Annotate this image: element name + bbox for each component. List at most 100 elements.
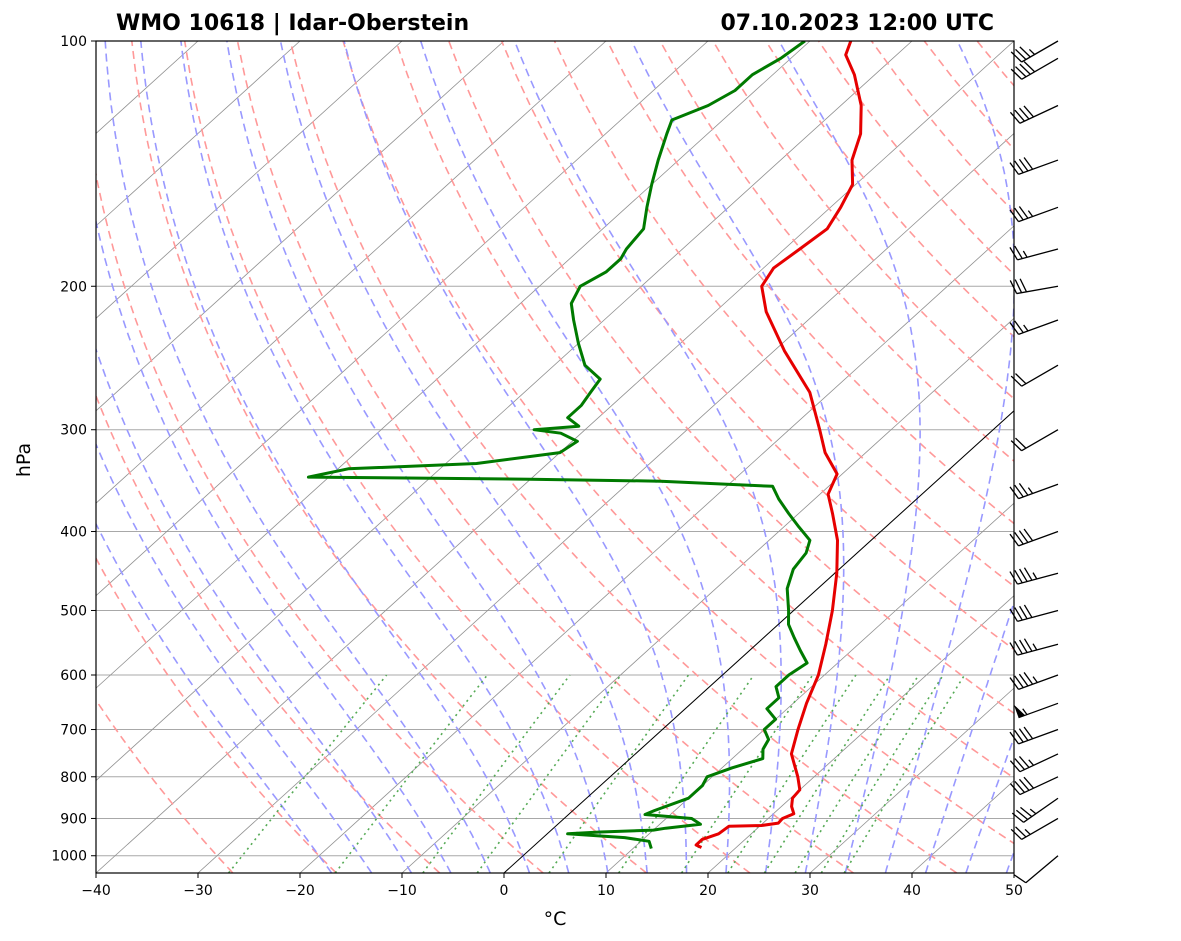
wind-barb	[1009, 278, 1059, 295]
wind-barb	[1009, 245, 1059, 261]
dry-adiabat	[96, 170, 544, 873]
dry-adiabat	[236, 41, 854, 873]
zero-degree-isotherm	[503, 410, 1014, 873]
moist-adiabat	[226, 41, 609, 873]
temperature-line	[694, 41, 863, 849]
x-tick-label: −30	[183, 883, 213, 899]
y-axis: 100 200 300 400 500 600 700 800 900 1000	[51, 34, 96, 865]
isotherm-line	[96, 41, 709, 597]
x-tick-label: 40	[903, 883, 921, 899]
dry-adiabat	[500, 41, 1014, 651]
isotherm-line	[1013, 872, 1014, 873]
moist-adiabat	[419, 41, 731, 873]
mixing-ratio-line	[843, 674, 966, 873]
dry-adiabat	[448, 41, 1014, 715]
y-tick-label: 500	[60, 603, 87, 619]
mixing-ratio-line	[334, 674, 488, 873]
isotherm-line	[96, 41, 607, 504]
dry-adiabat	[1030, 41, 1181, 873]
isotherm-line	[911, 780, 1014, 873]
mixing-ratio-line	[727, 674, 857, 873]
mixing-ratio-line	[794, 674, 920, 873]
moist-adiabat	[924, 599, 1014, 873]
wind-barb	[1011, 797, 1059, 823]
mixing-ratio-line	[618, 674, 755, 873]
dry-adiabat	[712, 41, 1014, 400]
dry-adiabat	[395, 41, 1014, 779]
isotherm-line	[605, 502, 1014, 873]
y-axis-label: hPa	[13, 443, 35, 477]
moist-adiabat	[279, 41, 648, 873]
mixing-ratio-line	[548, 674, 690, 873]
y-tick-label: 700	[60, 723, 87, 739]
isotherm-line	[503, 410, 1014, 873]
isotherm-line	[96, 41, 1014, 873]
x-tick-label: 0	[500, 883, 509, 899]
y-tick-label: 800	[60, 770, 87, 786]
dry-adiabat	[606, 41, 1014, 525]
dry-adiabat	[96, 393, 441, 873]
y-tick-label: 300	[60, 423, 87, 439]
wind-barb	[1010, 429, 1059, 452]
mixing-ratio-line	[476, 674, 622, 873]
dry-adiabat	[342, 41, 1014, 845]
dry-adiabat	[131, 41, 648, 873]
moist-adiabat	[180, 41, 570, 873]
x-tick-label: −10	[387, 883, 417, 899]
dry-adiabat	[817, 41, 1014, 276]
wind-barb	[1009, 104, 1059, 124]
isotherm-line	[707, 595, 1014, 873]
y-tick-label: 900	[60, 811, 87, 827]
moist-adiabat	[513, 41, 783, 873]
dry-adiabat	[659, 41, 1014, 463]
wind-barb	[1010, 364, 1059, 387]
wind-barb	[1009, 483, 1059, 500]
isotherm-line	[96, 41, 505, 412]
moist-adiabat	[96, 522, 333, 873]
moist-adiabat	[778, 41, 921, 873]
wind-barb	[1009, 567, 1059, 585]
wind-barb	[1010, 817, 1059, 841]
y-tick-label: 600	[60, 668, 87, 684]
moist-adiabat	[343, 41, 688, 873]
wind-barb	[1009, 726, 1059, 745]
title-station: WMO 10618 | Idar-Oberstein	[116, 11, 469, 36]
wind-barb	[1009, 528, 1059, 547]
wind-barb	[1013, 855, 1059, 884]
wind-barb	[1009, 157, 1059, 176]
y-tick-label: 100	[60, 34, 87, 50]
dry-adiabat	[183, 41, 751, 873]
isotherm-line	[299, 225, 1014, 873]
profile-lines	[306, 41, 863, 850]
mixing-ratio-line	[820, 674, 944, 873]
x-tick-label: 20	[699, 883, 717, 899]
wind-barb	[1009, 753, 1059, 773]
x-tick-label: 10	[597, 883, 615, 899]
wind-barb	[1009, 604, 1059, 622]
moist-adiabat	[96, 442, 373, 873]
x-tick-label: 50	[1005, 883, 1023, 899]
x-tick-label: −40	[81, 883, 111, 899]
title-datetime: 07.10.2023 12:00 UTC	[720, 11, 994, 36]
y-tick-label: 200	[60, 279, 87, 295]
x-tick-label: 30	[801, 883, 819, 899]
dry-adiabat	[289, 41, 958, 873]
wind-barb	[1009, 776, 1059, 796]
isotherm-line	[809, 687, 1014, 873]
dry-adiabat	[96, 556, 337, 873]
wind-barbs	[1009, 40, 1059, 884]
moist-adiabat	[96, 218, 452, 873]
moist-adiabat	[965, 735, 1014, 873]
plot-frame	[95, 40, 1015, 874]
mixing-ratio-line	[227, 674, 388, 873]
dewpoint-line	[306, 41, 812, 850]
moist-adiabat	[884, 41, 1014, 873]
isotherm-line	[1116, 41, 1181, 873]
isotherm-line	[96, 41, 913, 782]
moist-adiabat	[96, 346, 413, 873]
dry-adiabat	[976, 41, 1014, 87]
x-axis-label: °C	[544, 908, 567, 930]
y-tick-label: 1000	[51, 849, 87, 865]
wind-barb	[1010, 57, 1059, 80]
